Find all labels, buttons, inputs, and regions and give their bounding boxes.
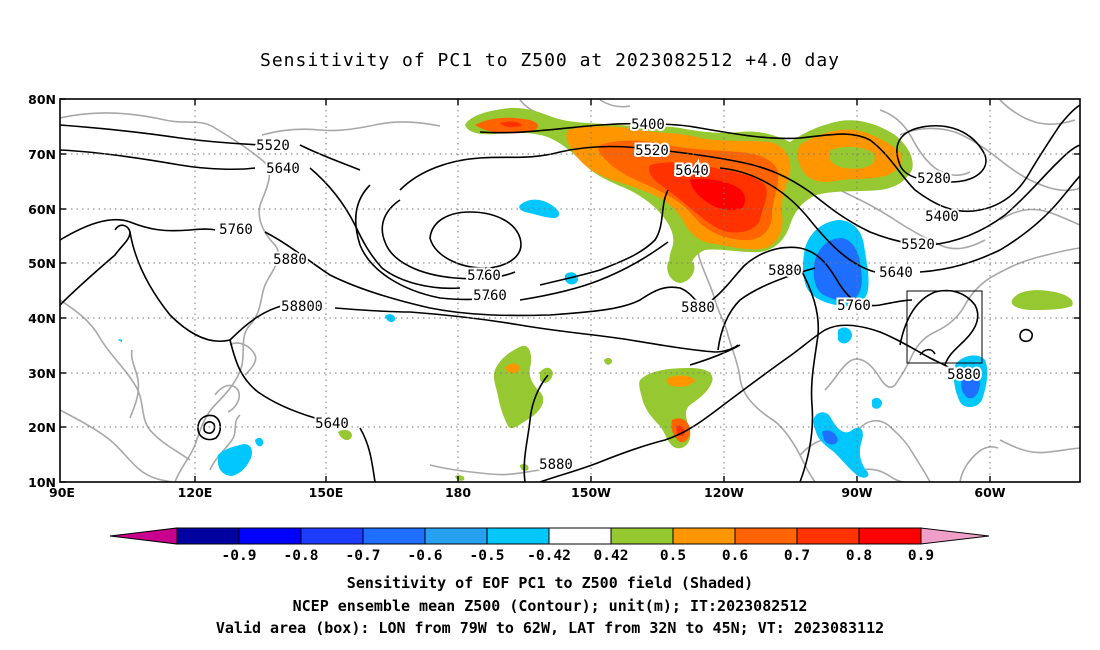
colorbar-swatch <box>858 527 922 545</box>
lon-label: 120W <box>704 485 744 500</box>
lat-label: 30N <box>28 366 56 381</box>
colorbar-swatch <box>796 527 860 545</box>
contour-label: 5760 <box>219 222 253 238</box>
lat-axis-labels: 80N 70N 60N 50N 40N 30N 20N 10N <box>28 92 56 490</box>
contour-labels: 5400 5520 5640 5280 5400 5520 5640 5760 5880 5880… <box>217 115 983 475</box>
map-title: Sensitivity of PC1 to Z500 at 2023082512… <box>259 50 840 71</box>
colorbar: -0.9 -0.8 -0.7 -0.6 -0.5 -0.42 0.42 0.5 0.6 0.7 0.… <box>109 527 990 564</box>
colorbar-low-extension <box>109 527 178 545</box>
axis-ticks <box>60 98 1080 483</box>
lon-axis-labels: 90E 120E 150E 180 150W 120W 90W 60W <box>49 485 1006 500</box>
contour-label: 5520 <box>635 143 669 159</box>
valid-area-box <box>906 290 983 364</box>
lon-label: 120E <box>178 485 213 500</box>
contour-label: 5880 <box>768 263 802 279</box>
lon-label: 90W <box>841 485 872 500</box>
lat-label: 70N <box>28 147 56 162</box>
colorbar-label: 0.42 <box>594 548 629 564</box>
colorbar-label: -0.6 <box>408 548 443 564</box>
contour-label: 5880 <box>273 252 307 268</box>
sensitivity-shading <box>118 107 1073 481</box>
colorbar-high-extension <box>920 527 990 545</box>
colorbar-swatch <box>238 527 302 545</box>
colorbar-label: -0.8 <box>284 548 319 564</box>
map-frame <box>59 98 1081 483</box>
caption-line-1: Sensitivity of EOF PC1 to Z500 field (Sh… <box>346 574 754 592</box>
contour-label: 5880 <box>681 300 715 316</box>
colorbar-swatch <box>300 527 364 545</box>
colorbar-label: 0.7 <box>784 548 810 564</box>
z500-contours <box>60 104 1080 482</box>
contour-label: 5520 <box>901 237 935 253</box>
contour-label: 5400 <box>925 209 959 225</box>
lat-label: 80N <box>28 92 56 107</box>
lon-label: 150W <box>571 485 611 500</box>
colorbar-swatch <box>734 527 798 545</box>
contour-label: 5640 <box>266 161 300 177</box>
contour-label: 5640 <box>675 163 709 179</box>
colorbar-label: 0.6 <box>722 548 748 564</box>
colorbar-swatch <box>424 527 488 545</box>
contour-label: 5400 <box>631 117 665 133</box>
figure-caption: Sensitivity of EOF PC1 to Z500 field (Sh… <box>0 572 1100 640</box>
contour-label: 5760 <box>837 298 871 314</box>
lat-label: 40N <box>28 311 56 326</box>
lat-label: 60N <box>28 202 56 217</box>
colorbar-swatch <box>672 527 736 545</box>
lon-label: 150E <box>309 485 344 500</box>
colorbar-label: -0.5 <box>470 548 505 564</box>
contour-label: 5880 <box>947 367 981 383</box>
lon-label: 180 <box>445 485 471 500</box>
caption-line-3: Valid area (box): LON from 79W to 62W, L… <box>215 619 885 637</box>
colorbar-label: 0.8 <box>846 548 872 564</box>
colorbar-swatch <box>362 527 426 545</box>
colorbar-swatch <box>610 527 674 545</box>
colorbar-label: -0.9 <box>222 548 257 564</box>
lat-lon-grid <box>60 99 1080 482</box>
contour-label: 5880 <box>281 299 315 315</box>
contour-label: 5760 <box>473 288 507 304</box>
contour-label: 5640 <box>879 265 913 281</box>
lat-label: 20N <box>28 420 56 435</box>
colorbar-label: -0.42 <box>527 548 571 564</box>
colorbar-swatch <box>176 527 240 545</box>
lon-label: 60W <box>974 485 1005 500</box>
lat-label: 10N <box>28 475 56 490</box>
contour-label: 5760 <box>467 268 501 284</box>
caption-line-2: NCEP ensemble mean Z500 (Contour); unit(… <box>292 596 808 615</box>
contour-label: 5520 <box>289 299 323 315</box>
colorbar-swatch <box>486 527 550 545</box>
contour-label: 5640 <box>315 416 349 432</box>
shade-positive-pacific <box>493 345 544 429</box>
colorbar-label: 0.9 <box>908 548 934 564</box>
colorbar-label: -0.7 <box>346 548 381 564</box>
lon-label: 90E <box>49 485 75 500</box>
lat-label: 50N <box>28 256 56 271</box>
colorbar-label: 0.5 <box>660 548 686 564</box>
colorbar-swatch <box>548 527 612 545</box>
contour-label: 5880 <box>539 457 573 473</box>
contour-label: 5280 <box>917 171 951 187</box>
contour-label: 5520 <box>256 138 290 154</box>
